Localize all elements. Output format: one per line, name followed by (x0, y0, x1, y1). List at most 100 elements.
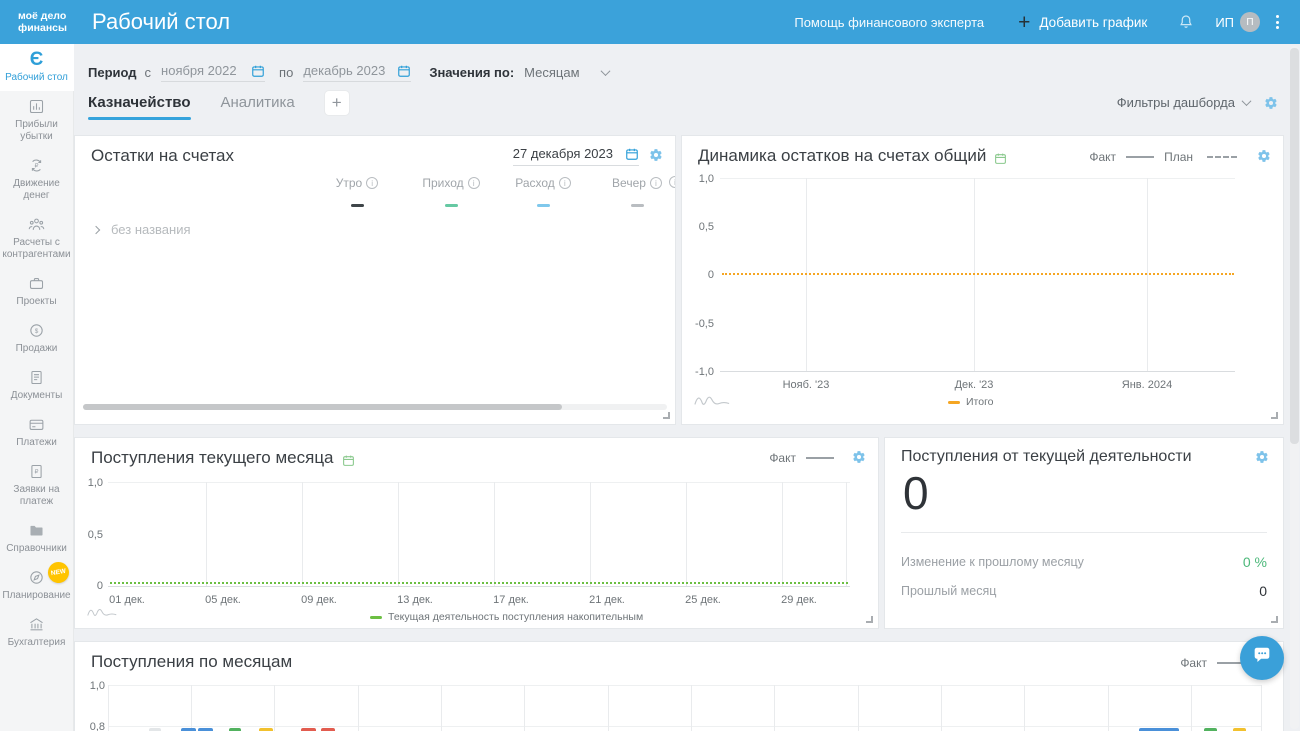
tab-analytics[interactable]: Аналитика (221, 94, 295, 120)
bank-icon (28, 615, 45, 634)
scrollbar-thumb[interactable] (83, 404, 562, 410)
sidebar-item-accounting[interactable]: Бухгалтерия (0, 609, 74, 656)
info-icon[interactable] (559, 177, 571, 189)
sidebar-item-counterparties[interactable]: Расчеты с контрагентами (0, 209, 74, 268)
calendar-note-icon[interactable] (994, 150, 1007, 163)
x-tick: 09 дек. (301, 594, 337, 606)
main-value: 0 (903, 466, 929, 520)
gridline (686, 482, 687, 586)
horizontal-scrollbar[interactable] (83, 404, 667, 410)
gridline (590, 482, 591, 586)
gridline (1108, 685, 1109, 731)
value-dash-income (445, 204, 458, 207)
app-window: моё дело финансы Рабочий стол Помощь фин… (0, 0, 1300, 731)
avatar[interactable]: П (1240, 12, 1260, 32)
sidebar: Є Рабочий стол Прибыли убытки ₽ Движение… (0, 44, 74, 731)
sidebar-item-profit-loss[interactable]: Прибыли убытки (0, 91, 74, 150)
series-legend[interactable]: Текущая деятельность поступления накопит… (370, 611, 643, 623)
dollar-circle-icon: $ (28, 321, 45, 340)
sidebar-item-payment-requests[interactable]: ₽ Заявки на платеж (0, 456, 74, 515)
legend-marker (948, 401, 960, 404)
notifications-bell-icon[interactable] (1177, 13, 1195, 31)
info-icon[interactable] (468, 177, 480, 189)
chat-fab-button[interactable] (1240, 636, 1284, 680)
sidebar-item-references[interactable]: Справочники (0, 515, 74, 562)
calendar-icon[interactable] (251, 64, 265, 78)
period-from-field[interactable]: ноября 2022 (161, 63, 265, 82)
gear-icon[interactable] (852, 450, 866, 464)
solid-line-sample (806, 457, 834, 459)
y-tick: 1,0 (77, 477, 103, 489)
metric-row-change: Изменение к прошлому месяцу 0 % (901, 554, 1267, 570)
resize-handle[interactable] (1271, 412, 1278, 419)
bar-chart-icon (28, 97, 45, 116)
x-tick: Нояб. '23 (783, 379, 830, 391)
resize-handle[interactable] (866, 616, 873, 623)
gear-icon[interactable] (1257, 149, 1271, 163)
dashboard-tabs: Казначейство Аналитика + (88, 94, 349, 120)
sidebar-item-money-flow[interactable]: ₽ Движение денег (0, 150, 74, 209)
expert-help-link[interactable]: Помощь финансового эксперта (794, 15, 984, 30)
brush-preview-icon[interactable] (87, 603, 117, 619)
gear-icon[interactable] (1264, 96, 1278, 110)
y-tick: 0,8 (79, 721, 105, 731)
gridline (191, 685, 192, 731)
values-by-select[interactable]: Месяцам (524, 65, 608, 80)
gridline (108, 482, 850, 483)
gridline (1261, 685, 1262, 731)
period-to-field[interactable]: декабрь 2023 (303, 63, 411, 82)
x-tick: Дек. '23 (955, 379, 994, 391)
y-tick: 0,5 (688, 221, 714, 233)
card-account-balances: Остатки на счетах 27 декабря 2023 Утро П… (74, 135, 676, 425)
topbar-actions: Помощь финансового эксперта + Добавить г… (794, 12, 1284, 33)
chat-bubble-icon (1251, 645, 1273, 672)
sidebar-item-payments[interactable]: Платежи (0, 409, 74, 456)
svg-text:$: $ (35, 328, 39, 335)
sidebar-item-workspace[interactable]: Є Рабочий стол (0, 44, 74, 91)
add-tab-button[interactable]: + (325, 91, 349, 115)
workspace-icon: Є (30, 50, 44, 69)
column-header-clipped (661, 176, 676, 188)
sidebar-item-sales[interactable]: $ Продажи (0, 315, 74, 362)
gridline (206, 482, 207, 586)
dashboard-filters-dropdown[interactable]: Фильтры дашборда (1117, 95, 1278, 110)
gridline (1024, 685, 1025, 731)
card-icon (28, 415, 45, 434)
x-tick: 17 дек. (493, 594, 529, 606)
resize-handle[interactable] (663, 412, 670, 419)
gridline (441, 685, 442, 731)
series-legend[interactable]: Итого (948, 396, 994, 408)
card-current-activity-receipts: Поступления от текущей деятельности 0 Из… (884, 437, 1284, 629)
kebab-menu-icon[interactable] (1270, 13, 1284, 31)
sidebar-item-documents[interactable]: Документы (0, 362, 74, 409)
calendar-icon[interactable] (625, 147, 639, 161)
sidebar-item-planning[interactable]: NEW Планирование (0, 562, 74, 609)
calendar-icon[interactable] (397, 64, 411, 78)
plus-icon: + (1018, 12, 1030, 33)
balances-date-field[interactable]: 27 декабря 2023 (513, 146, 639, 166)
series-total-line (722, 273, 1234, 275)
y-tick: 0 (688, 269, 714, 281)
card-title: Остатки на счетах (91, 146, 234, 166)
gridline (720, 178, 1235, 179)
gear-icon[interactable] (649, 148, 663, 162)
add-chart-button[interactable]: + Добавить график (1018, 12, 1147, 33)
document-icon (28, 368, 45, 387)
gridline (691, 685, 692, 731)
scrollbar-thumb[interactable] (1290, 48, 1299, 444)
x-tick: 05 дек. (205, 594, 241, 606)
tab-treasury[interactable]: Казначейство (88, 94, 191, 120)
chevron-right-icon (92, 225, 100, 233)
page-scrollbar[interactable] (1290, 46, 1299, 729)
app-logo[interactable]: моё дело финансы (18, 10, 78, 34)
money-flow-icon: ₽ (28, 156, 45, 175)
account-group-row[interactable]: без названия (93, 222, 191, 237)
info-icon[interactable] (366, 177, 378, 189)
calendar-note-icon[interactable] (342, 452, 355, 465)
x-tick: Янв. 2024 (1122, 379, 1172, 391)
gear-icon[interactable] (1255, 450, 1269, 464)
x-tick: 25 дек. (685, 594, 721, 606)
brush-preview-icon[interactable] (694, 390, 730, 408)
sidebar-item-projects[interactable]: Проекты (0, 268, 74, 315)
resize-handle[interactable] (1271, 616, 1278, 623)
